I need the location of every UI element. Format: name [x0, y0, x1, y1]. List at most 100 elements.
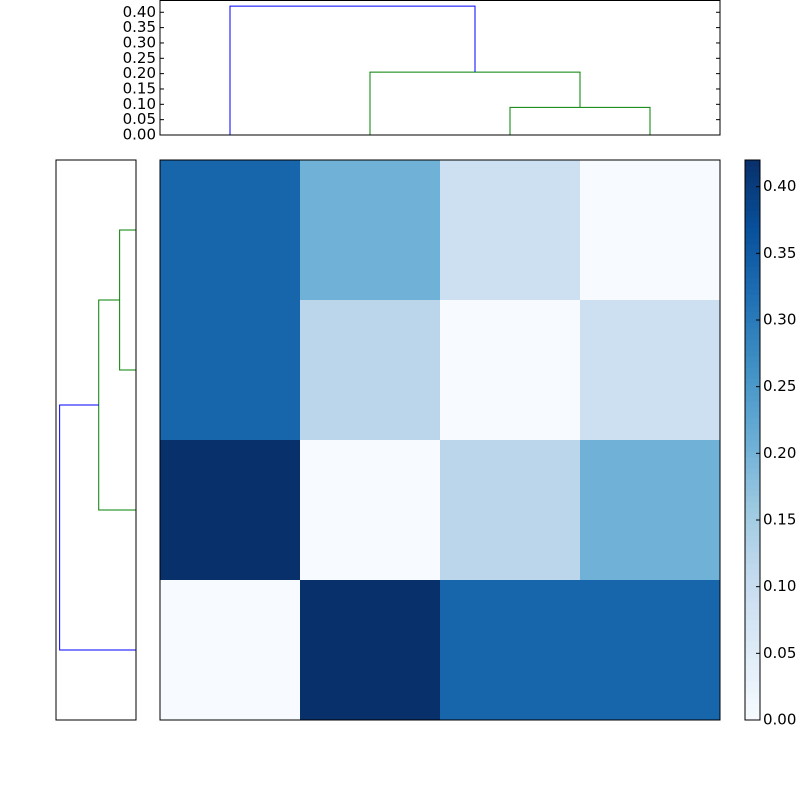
colorbar-step — [745, 176, 760, 183]
colorbar-step — [745, 473, 760, 480]
y-tick-label: 0.30 — [123, 33, 156, 51]
heatmap-cell — [160, 160, 301, 301]
heatmap-frame — [159, 159, 721, 721]
colorbar-step — [745, 244, 760, 251]
heatmap-cell — [440, 440, 581, 581]
colorbar-step — [745, 204, 760, 211]
heatmap-cell — [160, 300, 301, 441]
colorbar-step — [745, 350, 760, 357]
colorbar-step — [745, 703, 760, 710]
colorbar-step — [745, 507, 760, 514]
y-tick-label: 0.40 — [123, 3, 156, 21]
colorbar-step — [745, 490, 760, 497]
colorbar-step — [745, 333, 760, 340]
colorbar-step — [745, 468, 760, 475]
colorbar-step — [745, 361, 760, 368]
colorbar-step — [745, 708, 760, 715]
colorbar-step — [745, 288, 760, 295]
colorbar-step — [745, 451, 760, 458]
colorbar-step — [745, 227, 760, 234]
colorbar-step — [745, 171, 760, 178]
colorbar-step — [745, 406, 760, 413]
heatmap-cell — [580, 300, 721, 441]
colorbar-step — [745, 641, 760, 648]
colorbar-step — [745, 356, 760, 363]
colorbar-step — [745, 462, 760, 469]
colorbar-step — [745, 456, 760, 463]
colorbar-step — [745, 669, 760, 676]
colorbar-step — [745, 339, 760, 346]
colorbar-step — [745, 216, 760, 223]
colorbar-step — [745, 613, 760, 620]
y-tick-label: 0.05 — [123, 110, 156, 128]
colorbar-step — [745, 445, 760, 452]
colorbar-step — [745, 563, 760, 570]
colorbar-step — [745, 552, 760, 559]
colorbar-step — [745, 619, 760, 626]
heatmap-cell — [160, 440, 301, 581]
colorbar-step — [745, 496, 760, 503]
heatmap-cell — [440, 580, 581, 721]
colorbar-step — [745, 266, 760, 273]
heatmap-cell — [160, 580, 301, 721]
heatmap-cell — [580, 160, 721, 301]
colorbar-step — [745, 692, 760, 699]
colorbar-step — [745, 479, 760, 486]
colorbar-step — [745, 524, 760, 531]
left-dendrogram-link — [98, 299, 136, 511]
colorbar-step — [745, 636, 760, 643]
colorbar-step — [745, 160, 760, 167]
y-tick-label: 0.00 — [123, 126, 156, 144]
colorbar-step — [745, 305, 760, 312]
colorbar-step — [745, 182, 760, 189]
colorbar-step — [745, 322, 760, 329]
colorbar-step — [745, 585, 760, 592]
colorbar-tick-label: 0.35 — [763, 244, 796, 262]
colorbar-step — [745, 300, 760, 307]
colorbar-step — [745, 378, 760, 385]
top-dendrogram-link — [369, 71, 581, 135]
colorbar-step — [745, 423, 760, 430]
colorbar-step — [745, 568, 760, 575]
left-dendrogram-link — [59, 404, 136, 651]
colorbar-step — [745, 260, 760, 267]
colorbar-step — [745, 199, 760, 206]
y-tick-label: 0.10 — [123, 95, 156, 113]
colorbar-step — [745, 680, 760, 687]
colorbar-step — [745, 574, 760, 581]
colorbar-step — [745, 686, 760, 693]
colorbar-step — [745, 512, 760, 519]
heatmap-cell — [440, 160, 581, 301]
colorbar-step — [745, 395, 760, 402]
colorbar-step — [745, 501, 760, 508]
colorbar-step — [745, 440, 760, 447]
colorbar-step — [745, 188, 760, 195]
colorbar-frame — [744, 159, 761, 721]
colorbar-tick-label: 0.40 — [763, 177, 796, 195]
colorbar-step — [745, 417, 760, 424]
colorbar-step — [745, 249, 760, 256]
colorbar-step — [745, 277, 760, 284]
heatmap-cell — [580, 580, 721, 721]
colorbar-step — [745, 428, 760, 435]
colorbar-step — [745, 546, 760, 553]
colorbar-tick-label: 0.20 — [763, 444, 796, 462]
colorbar-step — [745, 529, 760, 536]
colorbar-step — [745, 540, 760, 547]
colorbar-step — [745, 311, 760, 318]
colorbar-step — [745, 434, 760, 441]
colorbar-step — [745, 484, 760, 491]
colorbar-step — [745, 384, 760, 391]
colorbar-step — [745, 400, 760, 407]
colorbar-step — [745, 714, 760, 721]
colorbar-step — [745, 652, 760, 659]
colorbar-step — [745, 328, 760, 335]
colorbar-step — [745, 367, 760, 374]
left-dendrogram-link — [119, 229, 136, 371]
colorbar-step — [745, 412, 760, 419]
colorbar-step — [745, 238, 760, 245]
y-tick-label: 0.25 — [123, 49, 156, 67]
colorbar-step — [745, 294, 760, 301]
colorbar-step — [745, 232, 760, 239]
